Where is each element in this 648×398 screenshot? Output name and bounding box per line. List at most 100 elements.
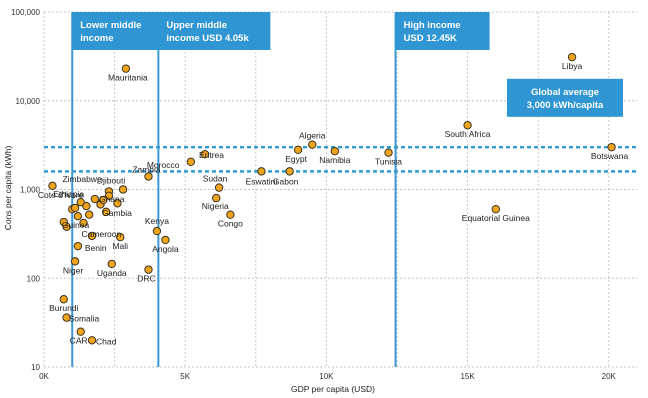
income-threshold-label: Lower middle <box>80 20 141 31</box>
data-point <box>76 327 85 336</box>
data-point <box>607 142 616 152</box>
y-tick-label: 100 <box>27 274 41 283</box>
point-label: Morocco <box>147 160 180 170</box>
data-point <box>62 313 71 322</box>
point-label: Tunisia <box>375 157 402 167</box>
data-point <box>82 201 91 211</box>
x-tick-label: 10K <box>319 372 334 381</box>
data-point <box>59 217 68 227</box>
point-label: Congo <box>218 219 243 229</box>
point-label: Equatorial Guinea <box>462 213 530 223</box>
income-threshold-box <box>395 12 490 50</box>
data-point <box>121 64 131 73</box>
point-label: Somalia <box>69 314 100 324</box>
data-point <box>293 145 303 155</box>
data-point <box>59 295 68 304</box>
data-point <box>226 210 235 219</box>
y-tick-label: 1,000 <box>20 186 41 195</box>
income-threshold-label: USD 12.45K <box>404 33 457 44</box>
point-label: Ethiopia <box>53 189 84 199</box>
point-label: Kenya <box>145 216 169 226</box>
data-point <box>567 52 577 62</box>
data-point <box>70 257 80 266</box>
data-point <box>87 231 97 241</box>
data-point <box>118 185 128 194</box>
point-label: Zambia <box>132 165 161 175</box>
data-point <box>73 241 83 251</box>
global-average-box <box>507 78 623 117</box>
data-point <box>113 199 122 208</box>
data-point <box>186 157 196 167</box>
point-label: Mauritania <box>108 73 148 83</box>
point-label: Gabon <box>273 176 299 186</box>
point-label: Cote d'Ivore <box>38 190 84 200</box>
data-point <box>79 218 88 228</box>
axis-ticks: 0K 5K 10K 15K 20K 10 100 1,000 10,000 100,000 <box>11 8 616 381</box>
y-axis-label: Cons per capita (kWh) <box>3 146 13 231</box>
point-label: Mali <box>112 241 128 251</box>
point-label: Niger <box>63 265 83 275</box>
point-labels: Libya Mauritania South Africa Algeria Botswa… <box>38 61 629 346</box>
data-point <box>90 194 100 204</box>
point-label: Ghana <box>99 194 125 204</box>
data-point <box>116 233 125 242</box>
data-point <box>161 235 170 245</box>
point-label: Sudan <box>203 174 228 184</box>
point-label: Libya <box>562 61 583 71</box>
data-point <box>104 191 114 200</box>
point-label: Zimbabwe <box>62 174 101 184</box>
x-axis-label: GDP per capita (USD) <box>291 384 375 394</box>
point-label: Benin <box>85 243 107 253</box>
annotation-boxes: Lower middle income Upper middle income USD… <box>72 12 623 117</box>
x-tick-label: 5K <box>180 372 190 381</box>
data-point <box>107 259 116 269</box>
data-point <box>144 265 153 274</box>
data-point <box>152 226 162 236</box>
data-points <box>48 52 616 345</box>
point-label: Burundi <box>49 303 78 313</box>
point-label: Guinea <box>62 220 90 230</box>
data-point <box>73 212 83 221</box>
point-label: Djibouti <box>97 176 125 186</box>
point-label: Botswana <box>591 151 629 161</box>
data-point <box>48 181 57 191</box>
point-label: Algeria <box>299 131 326 141</box>
point-label: Egypt <box>285 154 307 164</box>
point-label: South Africa <box>445 129 491 139</box>
data-point <box>144 172 153 181</box>
grid <box>43 11 637 368</box>
data-point <box>330 147 340 156</box>
x-tick-label: 15K <box>460 372 475 381</box>
point-label: Chad <box>96 336 117 346</box>
income-threshold-label: High income <box>404 20 461 31</box>
data-point <box>200 149 210 159</box>
point-label: DRC <box>137 274 155 284</box>
income-threshold-label: income <box>80 33 113 44</box>
point-label: Nigeria <box>202 201 229 211</box>
data-point <box>76 197 85 207</box>
data-point <box>70 203 80 213</box>
y-tick-label: 100,000 <box>11 8 40 17</box>
income-threshold-box <box>72 12 167 50</box>
data-point <box>212 193 221 203</box>
x-tick-label: 0K <box>39 372 49 381</box>
data-point <box>285 167 294 176</box>
data-point <box>99 195 108 205</box>
data-point <box>84 210 94 219</box>
data-point <box>491 204 501 214</box>
x-tick-label: 20K <box>602 372 617 381</box>
point-label: Angola <box>152 244 179 254</box>
point-label: Gambia <box>102 208 132 218</box>
point-label: CAR <box>70 336 88 346</box>
global-average-band <box>44 145 637 173</box>
point-label: Uganda <box>97 268 127 278</box>
data-point <box>214 183 224 192</box>
point-label: Eritrea <box>199 150 224 160</box>
data-point <box>87 336 97 345</box>
income-threshold-box <box>158 12 271 50</box>
data-point <box>257 167 266 176</box>
income-threshold-label: Upper middle <box>166 20 227 31</box>
global-average-label: Global average <box>531 87 599 98</box>
data-point <box>384 148 393 157</box>
data-point <box>463 121 472 130</box>
